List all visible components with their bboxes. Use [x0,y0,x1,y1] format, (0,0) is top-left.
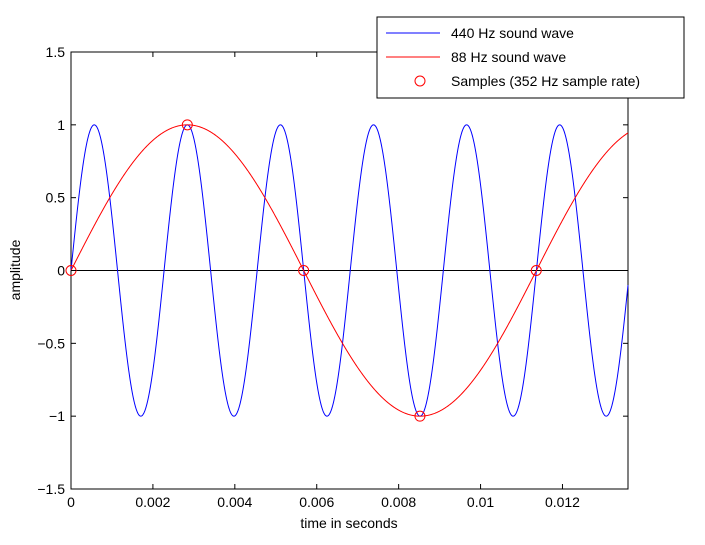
x-tick-label: 0 [67,494,75,510]
x-tick-label: 0.012 [545,494,580,510]
legend: 440 Hz sound wave 88 Hz sound wave Sampl… [376,16,685,99]
sample-marker-1 [181,119,193,131]
sample-marker-4 [530,265,542,276]
sample-marker-2 [298,265,310,276]
y-tick-label: 0.5 [46,190,66,206]
legend-label-88hz: 88 Hz sound wave [451,49,566,65]
y-tick-label: 1 [57,117,65,133]
legend-swatch-samples [414,75,426,87]
series-line-440hz [70,124,629,417]
ticks-layer: 0 0.002 0.004 0.006 0.008 0.01 0.012 1.5 1 0.5 0 −0… [37,44,628,510]
x-tick-label: 0.008 [381,494,416,510]
y-axis-label: amplitude [7,239,23,300]
y-tick-label: 0 [57,263,65,279]
y-tick-label: −1.5 [37,481,65,497]
series-line-88hz [70,124,629,417]
marker-layer [65,119,542,422]
sample-marker-3 [414,410,426,422]
x-tick-label: 0.006 [299,494,334,510]
y-tick-label: −1 [49,408,65,424]
y-tick-label: −0.5 [37,335,65,351]
x-tick-label: 0.01 [467,494,494,510]
legend-label-samples: Samples (352 Hz sample rate) [451,73,640,89]
legend-label-440hz: 440 Hz sound wave [451,25,574,41]
x-axis-label: time in seconds [300,515,397,531]
x-tick-label: 0.004 [217,494,252,510]
x-tick-label: 0.002 [135,494,170,510]
y-tick-label: 1.5 [46,44,66,60]
series-layer [70,124,629,417]
